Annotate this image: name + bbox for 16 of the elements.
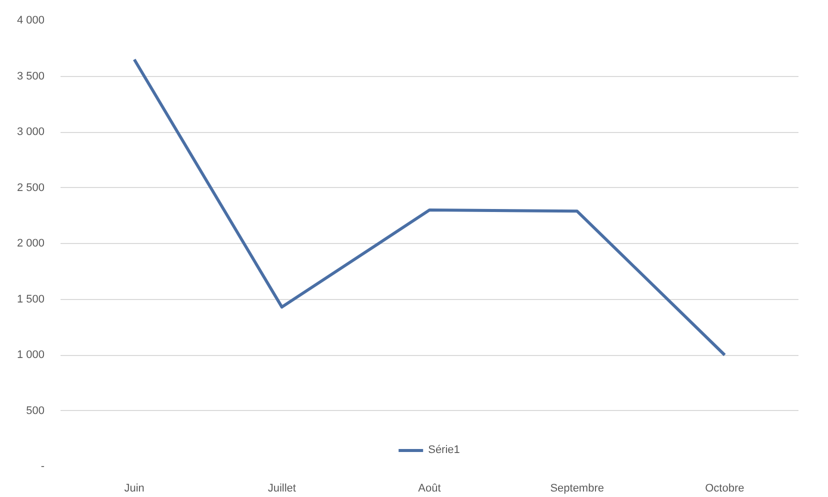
line-series <box>132 58 726 356</box>
x-tick-label: Juillet <box>268 482 296 494</box>
y-tick-label: - <box>40 460 45 472</box>
y-tick-label: 2 000 <box>16 238 45 250</box>
y-tick-label: 1 500 <box>16 293 45 306</box>
y-tick-label: 2 500 <box>16 182 45 194</box>
y-tick-label: 1 000 <box>16 349 45 361</box>
y-tick-label: 4 000 <box>16 14 45 26</box>
x-tick-label: Août <box>418 482 441 494</box>
x-tick-label: Juin <box>124 482 144 494</box>
x-tick-label: Octobre <box>705 482 744 494</box>
y-tick-label: 3 000 <box>16 126 45 138</box>
legend-label: Série1 <box>428 444 460 456</box>
y-tick-label: 3 500 <box>16 70 45 82</box>
x-tick-label: Septembre <box>550 482 604 494</box>
y-tick-label: 500 <box>26 404 45 417</box>
